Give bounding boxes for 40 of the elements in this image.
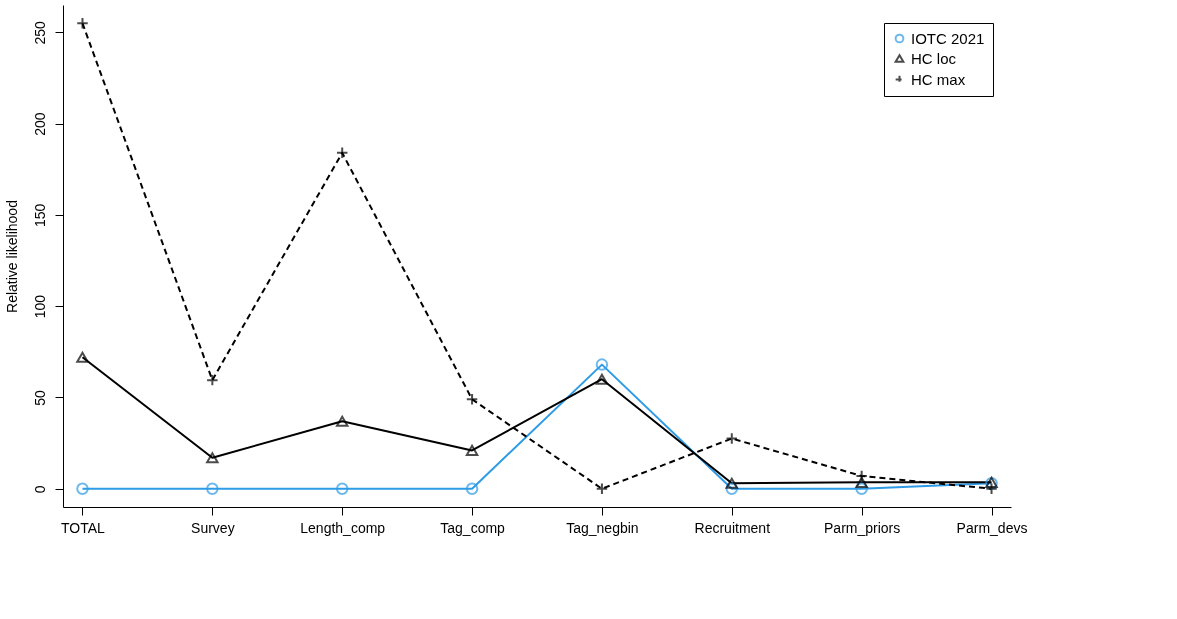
legend-label: IOTC 2021: [911, 29, 985, 47]
y-tick-label: 200: [31, 112, 48, 136]
point: [595, 482, 609, 495]
point: [206, 452, 219, 464]
x-tick-label: Recruitment: [694, 519, 771, 536]
x-tick-label: Survey: [191, 519, 235, 536]
point: [855, 476, 868, 488]
point: [725, 432, 739, 445]
y-tick-label: 50: [31, 389, 48, 406]
x-tick-label: Length_comp: [300, 519, 386, 536]
point: [465, 393, 479, 406]
point: [465, 444, 479, 456]
point: [725, 477, 739, 489]
point: [985, 482, 998, 495]
point: [725, 482, 739, 495]
y-tick-label: 250: [31, 20, 48, 45]
point: [206, 373, 219, 387]
point: [335, 146, 349, 160]
point: [76, 17, 89, 30]
point: [595, 358, 609, 371]
point: [595, 373, 609, 385]
x-tick-label: TOTAL: [61, 519, 106, 536]
point: [855, 469, 868, 483]
legend-label: HC loc: [911, 49, 957, 67]
point: [76, 482, 89, 495]
x-tick-label: Parm_priors: [824, 519, 901, 536]
x-tick-label: Tag_comp: [440, 519, 506, 536]
x-tick-label: Parm_devs: [956, 519, 1028, 536]
y-tick-label: 150: [31, 203, 48, 228]
point: [855, 482, 868, 495]
x-tick-label: Tag_negbin: [566, 519, 639, 536]
y-tick-label: 100: [31, 294, 48, 319]
y-tick-label: 0: [31, 485, 48, 494]
legend-label: HC max: [911, 70, 966, 88]
point: [465, 482, 479, 495]
point: [335, 415, 349, 427]
point: [335, 482, 349, 495]
point: [206, 482, 219, 495]
point: [76, 351, 89, 363]
y-axis-title: Relative likelihood: [3, 200, 20, 313]
